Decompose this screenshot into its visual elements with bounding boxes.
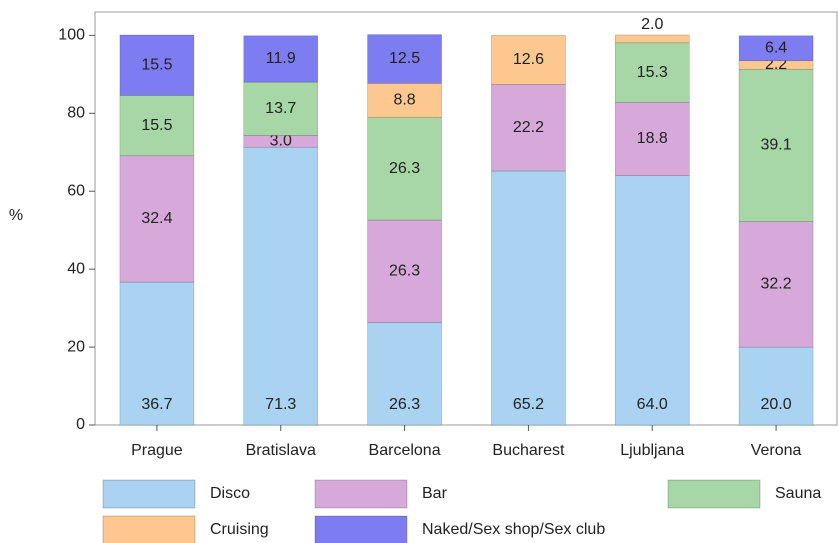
bar-segment bbox=[614, 42, 690, 103]
data-label: 26.3 bbox=[389, 160, 420, 177]
x-tick-label: Barcelona bbox=[369, 442, 441, 459]
bar-segment bbox=[738, 221, 814, 348]
y-tick-label: 20 bbox=[67, 338, 85, 355]
bar-segment bbox=[367, 322, 442, 426]
data-label: 26.3 bbox=[389, 263, 420, 280]
data-label: 13.7 bbox=[265, 100, 296, 117]
data-label: 3.0 bbox=[270, 133, 292, 150]
data-label: 15.3 bbox=[637, 64, 668, 81]
x-tick-label: Bratislava bbox=[246, 442, 316, 459]
bar-segment bbox=[367, 117, 442, 221]
legend-swatch bbox=[102, 515, 196, 543]
legend-swatch bbox=[314, 479, 408, 509]
x-tick-label: Verona bbox=[751, 442, 802, 459]
bar-segment bbox=[367, 219, 442, 323]
data-label: 15.5 bbox=[141, 117, 172, 134]
plot-frame bbox=[94, 11, 838, 426]
data-label: 6.4 bbox=[765, 39, 787, 56]
y-tick-label: 60 bbox=[67, 182, 85, 199]
data-label: 26.3 bbox=[389, 396, 420, 413]
bar-segment bbox=[491, 170, 566, 426]
bar-segment bbox=[738, 60, 814, 70]
legend-label: Cruising bbox=[210, 521, 269, 538]
data-label: 18.8 bbox=[637, 130, 668, 147]
y-tick-label: 80 bbox=[67, 105, 85, 122]
data-label: 65.2 bbox=[513, 396, 544, 413]
data-label: 39.1 bbox=[761, 137, 792, 154]
bar-segment bbox=[367, 83, 442, 118]
y-tick-label: 100 bbox=[58, 27, 85, 44]
data-label: 64.0 bbox=[637, 396, 668, 413]
bar-segment bbox=[491, 84, 566, 172]
data-label: 12.5 bbox=[389, 50, 420, 67]
y-tick-label: 40 bbox=[67, 260, 85, 277]
legend-label: Sauna bbox=[775, 485, 821, 502]
bar-segment bbox=[119, 34, 195, 96]
bar-segment bbox=[738, 35, 814, 62]
x-tick-label: Ljubljana bbox=[620, 442, 684, 459]
bar-segment bbox=[367, 34, 442, 84]
x-tick-label: Bucharest bbox=[492, 442, 565, 459]
data-label: 32.4 bbox=[141, 210, 172, 227]
bar-segment bbox=[491, 35, 566, 85]
bar-segment bbox=[738, 346, 814, 426]
legend-swatch bbox=[314, 515, 408, 543]
data-label: 12.6 bbox=[513, 51, 544, 68]
bar-segment bbox=[614, 175, 690, 426]
data-label: 2.0 bbox=[641, 16, 663, 33]
legend-label: Bar bbox=[422, 485, 448, 502]
data-label: 32.2 bbox=[761, 276, 792, 293]
bar-segment bbox=[243, 81, 319, 136]
data-label: 22.2 bbox=[513, 119, 544, 136]
legend-label: Naked/Sex shop/Sex club bbox=[422, 521, 605, 538]
legend-label: Disco bbox=[210, 485, 250, 502]
bar-segment bbox=[119, 95, 195, 157]
data-label: 71.3 bbox=[265, 396, 296, 413]
y-axis-label: % bbox=[9, 207, 23, 224]
bar-segment bbox=[119, 281, 195, 426]
bar-segment bbox=[243, 146, 319, 426]
data-label: 11.9 bbox=[266, 50, 296, 67]
data-label: 36.7 bbox=[141, 396, 172, 413]
data-label: 15.5 bbox=[141, 56, 172, 73]
legend-swatch bbox=[667, 479, 761, 509]
data-label: 20.0 bbox=[761, 396, 792, 413]
data-label: 8.8 bbox=[393, 92, 415, 109]
x-tick-label: Prague bbox=[131, 442, 183, 459]
bar-segment bbox=[738, 68, 814, 222]
bar-segment bbox=[119, 155, 195, 283]
bar-segment bbox=[243, 35, 319, 83]
legend-swatch bbox=[102, 479, 196, 509]
bar-segment bbox=[614, 34, 690, 44]
y-tick-label: 0 bbox=[76, 416, 85, 433]
